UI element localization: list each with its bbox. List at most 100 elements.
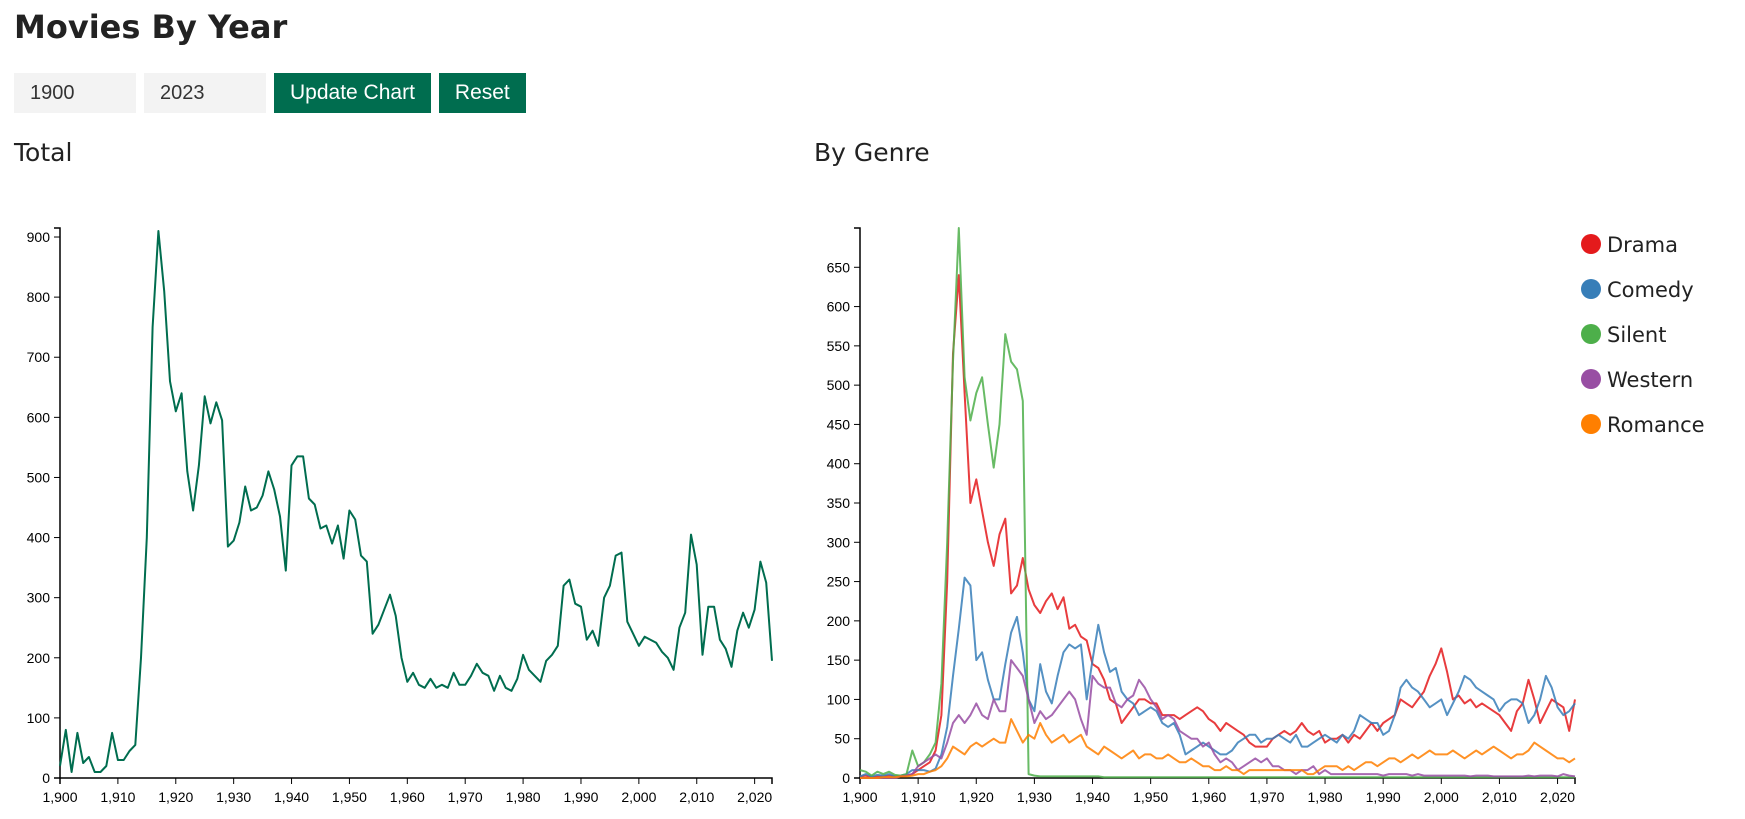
genre-chart-title: By Genre (814, 138, 930, 167)
legend-swatch (1581, 234, 1601, 254)
y-tick: 50 (834, 731, 860, 747)
x-tick-label: 1,960 (1191, 789, 1226, 805)
x-tick: 1,940 (1075, 778, 1110, 805)
y-tick: 100 (27, 710, 60, 726)
end-year-input[interactable] (144, 73, 266, 113)
x-tick-label: 2,010 (1482, 789, 1517, 805)
x-tick: 1,980 (506, 778, 541, 805)
y-tick: 200 (27, 650, 60, 666)
y-tick: 0 (42, 770, 60, 786)
y-tick-label: 500 (827, 377, 851, 393)
legend-swatch (1581, 414, 1601, 434)
x-tick-label: 1,920 (959, 789, 994, 805)
x-tick: 1,950 (1133, 778, 1168, 805)
x-tick-label: 1,910 (100, 789, 135, 805)
x-tick-label: 1,980 (1308, 789, 1343, 805)
legend-swatch (1581, 279, 1601, 299)
y-tick: 250 (827, 574, 860, 590)
y-tick: 650 (827, 259, 860, 275)
x-tick-label: 2,020 (1540, 789, 1575, 805)
x-tick: 1,910 (901, 778, 936, 805)
y-tick: 400 (27, 530, 60, 546)
y-tick-label: 700 (27, 349, 51, 365)
y-tick: 0 (842, 770, 860, 786)
y-tick: 450 (827, 416, 860, 432)
y-tick-label: 50 (834, 731, 850, 747)
y-tick: 350 (827, 495, 860, 511)
x-tick: 1,990 (563, 778, 599, 805)
x-tick: 2,010 (679, 778, 714, 805)
x-tick-label: 1,960 (390, 789, 425, 805)
y-tick: 800 (27, 289, 60, 305)
comedy-series-line (859, 576, 1576, 778)
legend-label: Drama (1607, 233, 1678, 257)
legend-item-western: Western (1581, 368, 1693, 392)
x-tick-label: 1,940 (1075, 789, 1110, 805)
total-y-axis: 0 100 200 300 400 500 600 700 800 900 (27, 227, 61, 786)
y-tick-label: 0 (42, 770, 50, 786)
y-tick-label: 200 (827, 613, 851, 629)
genre-line-chart: 0 50 100 150 200 250 300 350 400 450 500 550 600 650 1… (827, 227, 1576, 805)
x-tick-label: 1,990 (563, 789, 598, 805)
y-tick-label: 0 (842, 770, 850, 786)
reset-button[interactable]: Reset (438, 73, 526, 113)
x-tick-label: 2,000 (1424, 789, 1459, 805)
start-year-input[interactable] (14, 73, 136, 113)
western-series-line (860, 659, 1576, 779)
y-tick-label: 800 (27, 289, 51, 305)
x-tick-label: 1,970 (448, 789, 483, 805)
y-tick: 550 (827, 338, 860, 354)
x-tick-label: 1,900 (842, 789, 877, 805)
y-tick: 100 (827, 691, 860, 707)
x-tick: 1,960 (1191, 778, 1227, 805)
y-tick-label: 600 (27, 409, 51, 425)
y-tick-label: 150 (827, 652, 851, 668)
y-tick-label: 600 (827, 299, 851, 315)
x-tick: 1,930 (216, 778, 251, 805)
x-tick: 1,970 (448, 778, 483, 805)
y-tick: 700 (27, 349, 60, 365)
legend-label: Comedy (1607, 278, 1694, 302)
y-tick: 150 (827, 652, 860, 668)
y-tick: 300 (827, 534, 860, 550)
x-tick: 1,970 (1249, 778, 1285, 805)
genre-x-axis: 1,900 1,910 1,920 1,930 1,940 1,950 1,960 1,970… (842, 777, 1576, 805)
legend-swatch (1581, 369, 1601, 389)
drama-series-line (859, 274, 1576, 779)
x-tick-label: 2,010 (679, 789, 714, 805)
y-tick-label: 300 (27, 590, 51, 606)
genre-legend: Drama Comedy Silent Western Romance (1581, 233, 1705, 437)
total-x-axis: 1,900 1,910 1,920 1,930 1,940 1,950 1,960 1,970… (42, 777, 773, 805)
x-tick: 2,000 (1424, 778, 1459, 805)
y-tick-label: 300 (827, 534, 851, 550)
y-tick: 500 (27, 469, 60, 485)
page-title: Movies By Year (14, 8, 288, 46)
legend-swatch (1581, 324, 1601, 344)
x-tick-label: 2,000 (621, 789, 656, 805)
x-tick: 1,960 (390, 778, 425, 805)
update-chart-button[interactable]: Update Chart (274, 73, 431, 113)
x-tick-label: 1,950 (1133, 789, 1168, 805)
total-series-line (59, 230, 773, 773)
legend-label: Romance (1607, 413, 1705, 437)
y-tick: 200 (827, 613, 860, 629)
x-tick: 1,950 (332, 778, 367, 805)
x-tick: 1,940 (274, 778, 309, 805)
y-tick: 600 (27, 409, 60, 425)
controls-bar: Update Chart Reset (14, 73, 526, 113)
y-tick-label: 100 (27, 710, 51, 726)
legend-label: Western (1607, 368, 1693, 392)
x-tick-label: 1,900 (42, 789, 77, 805)
y-tick-label: 450 (827, 416, 851, 432)
legend-item-drama: Drama (1581, 233, 1678, 257)
x-tick-label: 1,930 (1017, 789, 1052, 805)
x-tick: 2,020 (737, 778, 772, 805)
x-tick: 2,000 (621, 778, 657, 805)
x-tick-label: 1,970 (1249, 789, 1284, 805)
y-tick-label: 550 (827, 338, 851, 354)
x-tick-label: 1,990 (1366, 789, 1401, 805)
y-tick-label: 900 (27, 229, 51, 245)
total-chart-title: Total (14, 138, 73, 167)
x-tick: 1,930 (1017, 778, 1052, 805)
